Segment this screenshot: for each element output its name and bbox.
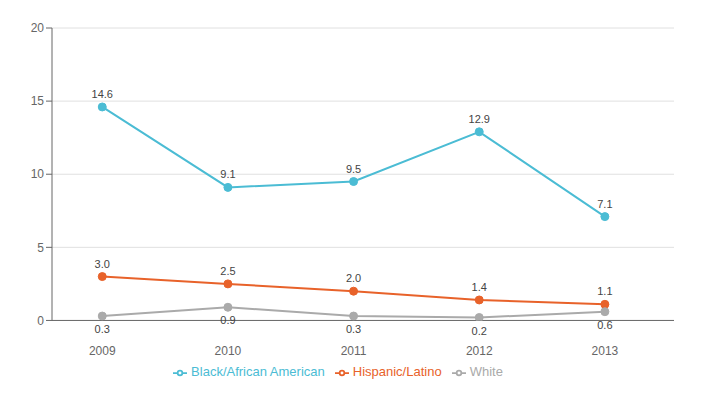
svg-text:9.1: 9.1 [220, 168, 235, 180]
svg-text:14.6: 14.6 [92, 88, 113, 100]
svg-text:9.5: 9.5 [346, 163, 361, 175]
svg-text:0: 0 [37, 314, 44, 328]
html-text:Black/African American: Black/African American [191, 364, 325, 380]
svg-text:2.0: 2.0 [346, 272, 361, 284]
html-text:Hispanic/Latino: Hispanic/Latino [352, 364, 442, 380]
svg-text:2010: 2010 [215, 344, 242, 358]
svg-text:0.2: 0.2 [472, 325, 487, 337]
html-text:White: White [469, 364, 503, 380]
svg-text:0.3: 0.3 [346, 323, 361, 335]
svg-text:2012: 2012 [466, 344, 493, 358]
svg-text:12.9: 12.9 [469, 113, 490, 125]
svg-text:3.0: 3.0 [95, 258, 110, 270]
svg-text:1.1: 1.1 [597, 285, 612, 297]
svg-text:2011: 2011 [341, 344, 367, 358]
svg-text:2013: 2013 [592, 344, 619, 358]
svg-text:0.9: 0.9 [220, 314, 235, 326]
svg-text:7.1: 7.1 [597, 198, 612, 210]
svg-text:5: 5 [37, 241, 44, 255]
svg-text:10: 10 [31, 167, 45, 181]
svg-text:1.4: 1.4 [472, 281, 487, 293]
svg-text:2.5: 2.5 [220, 265, 235, 277]
svg-text:0.6: 0.6 [597, 319, 612, 331]
svg-text:0.3: 0.3 [95, 323, 110, 335]
svg-text:2009: 2009 [89, 344, 116, 358]
svg-text:15: 15 [31, 94, 45, 108]
svg-text:20: 20 [31, 21, 45, 35]
